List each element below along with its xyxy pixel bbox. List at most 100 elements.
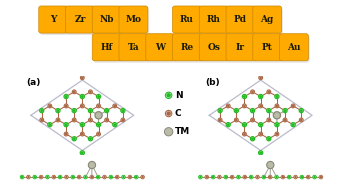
Circle shape	[97, 95, 100, 98]
Circle shape	[211, 175, 215, 179]
Circle shape	[46, 176, 49, 178]
Text: Hf: Hf	[100, 43, 113, 52]
Circle shape	[48, 123, 51, 126]
Circle shape	[88, 118, 92, 122]
Circle shape	[259, 132, 263, 136]
FancyBboxPatch shape	[227, 36, 256, 63]
Circle shape	[294, 175, 297, 179]
Circle shape	[109, 175, 113, 179]
Circle shape	[275, 175, 278, 179]
Circle shape	[269, 176, 271, 178]
Circle shape	[243, 132, 246, 136]
FancyBboxPatch shape	[67, 8, 96, 35]
FancyBboxPatch shape	[254, 36, 283, 63]
Circle shape	[96, 123, 100, 127]
Circle shape	[244, 176, 246, 178]
Circle shape	[268, 91, 270, 93]
Circle shape	[121, 118, 125, 122]
Circle shape	[89, 137, 92, 140]
Circle shape	[243, 95, 246, 98]
Circle shape	[72, 90, 76, 94]
Circle shape	[299, 108, 303, 113]
Text: Pd: Pd	[234, 15, 247, 24]
Circle shape	[97, 123, 100, 126]
FancyBboxPatch shape	[92, 6, 121, 33]
Circle shape	[165, 92, 172, 98]
Circle shape	[234, 118, 238, 122]
Circle shape	[116, 176, 118, 178]
Circle shape	[275, 176, 278, 178]
Circle shape	[103, 176, 106, 178]
Circle shape	[292, 123, 295, 126]
Circle shape	[218, 175, 221, 179]
FancyBboxPatch shape	[226, 6, 255, 33]
Circle shape	[259, 123, 262, 126]
Circle shape	[226, 104, 230, 108]
Circle shape	[81, 151, 84, 154]
Circle shape	[199, 175, 202, 179]
Circle shape	[80, 76, 84, 80]
Circle shape	[97, 105, 100, 107]
Circle shape	[105, 108, 109, 113]
Text: Rh: Rh	[207, 15, 221, 24]
Circle shape	[105, 109, 108, 112]
Circle shape	[105, 119, 108, 121]
Circle shape	[141, 175, 144, 179]
Circle shape	[235, 109, 238, 112]
Circle shape	[306, 175, 310, 179]
Circle shape	[267, 118, 271, 122]
FancyBboxPatch shape	[201, 8, 229, 35]
Circle shape	[90, 175, 94, 179]
Text: Ta: Ta	[128, 43, 139, 52]
Circle shape	[72, 176, 74, 178]
Text: Zr: Zr	[74, 15, 86, 24]
Circle shape	[218, 108, 222, 113]
Text: C: C	[175, 109, 181, 118]
Circle shape	[48, 104, 52, 108]
Circle shape	[259, 94, 263, 99]
Circle shape	[300, 109, 303, 112]
Circle shape	[256, 176, 259, 178]
FancyBboxPatch shape	[199, 34, 228, 61]
Circle shape	[267, 90, 271, 94]
Circle shape	[319, 175, 323, 179]
Circle shape	[40, 119, 43, 121]
Circle shape	[225, 176, 227, 178]
Circle shape	[21, 176, 23, 178]
Circle shape	[65, 133, 68, 135]
Circle shape	[84, 176, 87, 178]
Circle shape	[27, 175, 30, 179]
Circle shape	[72, 108, 76, 113]
Circle shape	[275, 123, 279, 126]
Circle shape	[113, 123, 116, 126]
Circle shape	[141, 176, 144, 178]
Circle shape	[287, 175, 291, 179]
Circle shape	[288, 176, 291, 178]
Circle shape	[56, 108, 60, 113]
FancyBboxPatch shape	[226, 34, 255, 61]
Circle shape	[73, 137, 76, 140]
Circle shape	[40, 109, 43, 112]
Circle shape	[243, 105, 246, 107]
FancyBboxPatch shape	[254, 8, 283, 35]
Circle shape	[300, 119, 303, 121]
Circle shape	[114, 105, 116, 107]
FancyBboxPatch shape	[253, 6, 282, 33]
FancyBboxPatch shape	[201, 36, 229, 63]
Circle shape	[56, 118, 60, 122]
Circle shape	[294, 176, 297, 178]
Circle shape	[256, 175, 259, 179]
FancyBboxPatch shape	[120, 36, 149, 63]
FancyBboxPatch shape	[199, 6, 228, 33]
Circle shape	[259, 76, 263, 80]
Circle shape	[64, 95, 68, 98]
Circle shape	[267, 109, 270, 112]
Text: Pt: Pt	[262, 43, 273, 52]
Circle shape	[97, 132, 100, 136]
Circle shape	[227, 105, 229, 107]
Circle shape	[275, 132, 279, 136]
FancyBboxPatch shape	[227, 8, 256, 35]
Circle shape	[259, 133, 262, 135]
Text: Os: Os	[207, 43, 220, 52]
Circle shape	[243, 104, 246, 108]
